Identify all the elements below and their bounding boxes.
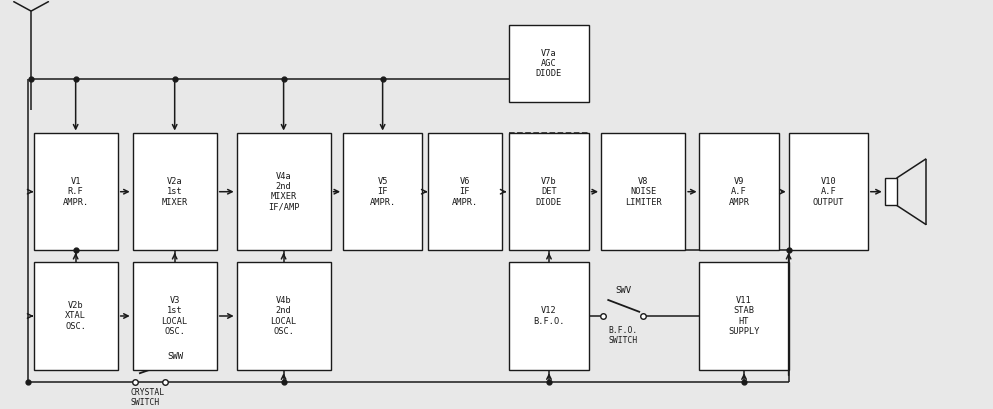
- Bar: [601, 133, 685, 250]
- Text: V12
B.F.O.: V12 B.F.O.: [533, 306, 565, 326]
- Text: SWV: SWV: [616, 285, 632, 294]
- Bar: [34, 133, 118, 250]
- Bar: [236, 262, 331, 371]
- Text: V7a
AGC
DIODE: V7a AGC DIODE: [536, 49, 562, 79]
- Text: B.F.O.
SWITCH: B.F.O. SWITCH: [609, 326, 638, 345]
- Bar: [509, 25, 589, 102]
- Bar: [509, 133, 589, 250]
- Text: SWW: SWW: [168, 352, 184, 361]
- Text: V9
A.F
AMPR: V9 A.F AMPR: [729, 177, 750, 207]
- Text: V8
NOISE
LIMITER: V8 NOISE LIMITER: [625, 177, 661, 207]
- Bar: [428, 133, 501, 250]
- Text: V11
STAB
HT
SUPPLY: V11 STAB HT SUPPLY: [728, 296, 760, 336]
- Text: CRYSTAL
SWITCH: CRYSTAL SWITCH: [130, 388, 164, 407]
- Text: V5
IF
AMPR.: V5 IF AMPR.: [369, 177, 396, 207]
- Bar: [885, 178, 897, 205]
- Text: V2a
1st
MIXER: V2a 1st MIXER: [162, 177, 188, 207]
- Text: V6
IF
AMPR.: V6 IF AMPR.: [452, 177, 478, 207]
- Bar: [133, 133, 216, 250]
- Bar: [236, 133, 331, 250]
- Bar: [343, 133, 422, 250]
- Text: V1
R.F
AMPR.: V1 R.F AMPR.: [63, 177, 88, 207]
- Text: V7b
DET
DIODE: V7b DET DIODE: [536, 177, 562, 207]
- Bar: [34, 262, 118, 371]
- Bar: [699, 133, 779, 250]
- Bar: [509, 262, 589, 371]
- Text: V4a
2nd
MIXER
IF/AMP: V4a 2nd MIXER IF/AMP: [268, 172, 299, 212]
- Bar: [699, 262, 788, 371]
- Text: V10
A.F
OUTPUT: V10 A.F OUTPUT: [812, 177, 844, 207]
- Bar: [133, 262, 216, 371]
- Bar: [788, 133, 868, 250]
- Text: V2b
XTAL
OSC.: V2b XTAL OSC.: [66, 301, 86, 331]
- Text: V4b
2nd
LOCAL
OSC.: V4b 2nd LOCAL OSC.: [270, 296, 297, 336]
- Text: V3
1st
LOCAL
OSC.: V3 1st LOCAL OSC.: [162, 296, 188, 336]
